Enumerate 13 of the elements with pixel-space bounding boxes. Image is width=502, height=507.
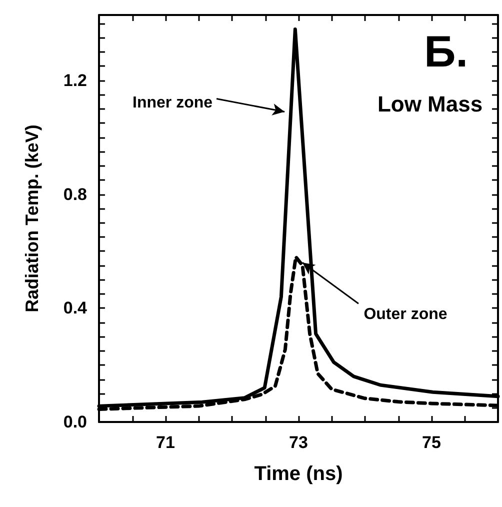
y-tick-label: 0.4 bbox=[63, 298, 88, 318]
x-axis-title: Time (ns) bbox=[254, 463, 343, 485]
annotation: Outer zone bbox=[364, 306, 448, 324]
y-axis-title: Radiation Temp. (keV) bbox=[22, 124, 42, 312]
y-tick-label: 1.2 bbox=[63, 70, 87, 90]
y-tick-label: 0.0 bbox=[63, 412, 87, 432]
x-tick-label: 75 bbox=[422, 433, 441, 452]
annotation: Inner zone bbox=[132, 94, 213, 112]
x-tick-label: 73 bbox=[289, 433, 308, 452]
annotation: Low Mass bbox=[377, 92, 483, 116]
x-tick-label: 71 bbox=[156, 433, 175, 452]
annotation: Б. bbox=[424, 28, 468, 76]
y-tick-label: 0.8 bbox=[63, 184, 87, 204]
